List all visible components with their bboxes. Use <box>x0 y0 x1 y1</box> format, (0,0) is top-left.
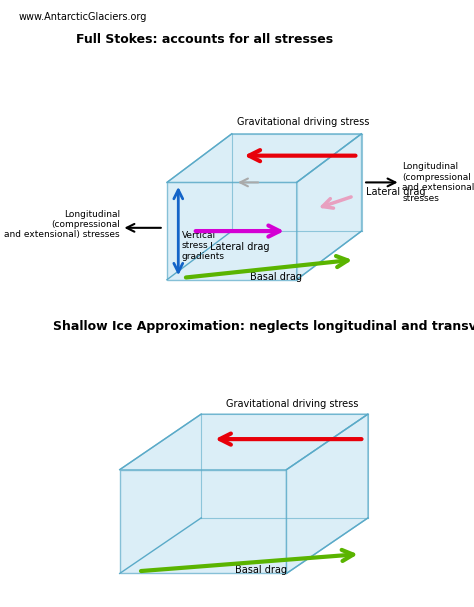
Text: Gravitational driving stress: Gravitational driving stress <box>226 399 358 409</box>
Text: Full Stokes: accounts for all stresses: Full Stokes: accounts for all stresses <box>76 33 333 46</box>
Text: Gravitational driving stress: Gravitational driving stress <box>237 117 369 127</box>
Text: Longitudinal
(compressional
and extensional)
stresses: Longitudinal (compressional and extensio… <box>402 162 474 203</box>
Text: Basal drag: Basal drag <box>235 565 286 575</box>
Text: Lateral drag: Lateral drag <box>366 187 426 197</box>
Polygon shape <box>119 470 286 574</box>
Polygon shape <box>286 414 368 574</box>
Text: Shallow Ice Approximation: neglects longitudinal and transverse stresses: Shallow Ice Approximation: neglects long… <box>53 319 474 333</box>
Polygon shape <box>119 414 368 470</box>
Text: Longitudinal
(compressional
and extensional) stresses: Longitudinal (compressional and extensio… <box>4 209 120 240</box>
Text: Basal drag: Basal drag <box>250 271 301 282</box>
Text: Lateral drag: Lateral drag <box>210 242 270 253</box>
Text: www.AntarcticGlaciers.org: www.AntarcticGlaciers.org <box>19 12 147 22</box>
Polygon shape <box>167 183 297 280</box>
Polygon shape <box>297 134 362 280</box>
Polygon shape <box>167 134 362 183</box>
Text: Vertical
stress
gradients: Vertical stress gradients <box>182 231 225 260</box>
